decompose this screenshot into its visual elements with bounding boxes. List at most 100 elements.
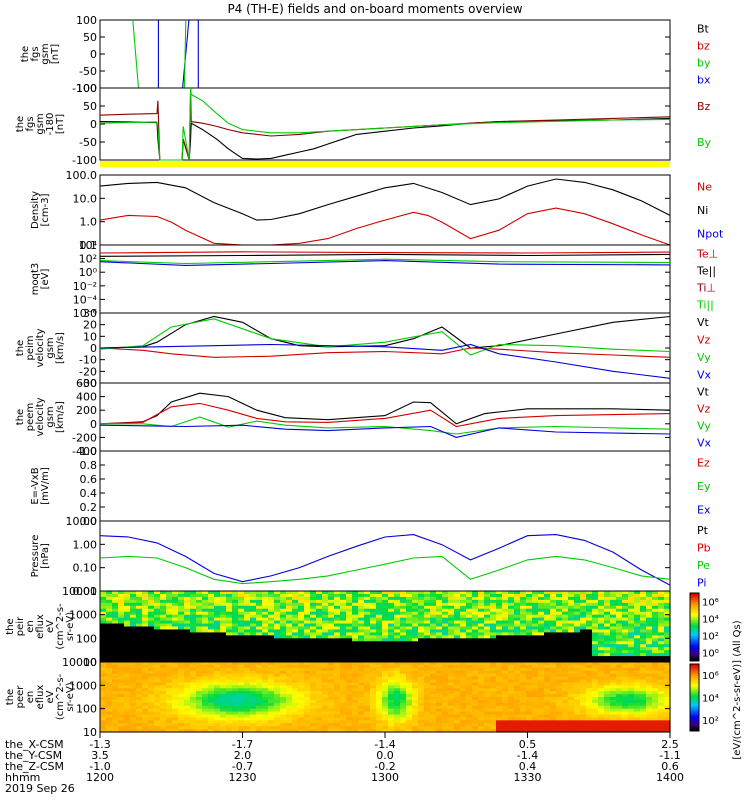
spectrogram-cell bbox=[292, 667, 299, 672]
spectrogram-cell bbox=[334, 667, 341, 672]
spectrogram-cell bbox=[514, 705, 521, 710]
spectrogram-cell bbox=[184, 682, 191, 686]
spectrogram-cell bbox=[574, 623, 581, 628]
spectrogram-cell bbox=[250, 608, 257, 613]
spectrogram-cell bbox=[628, 647, 635, 651]
spectrogram-cell bbox=[502, 682, 509, 686]
spectrogram-cell bbox=[244, 591, 251, 595]
spectrogram-cell bbox=[166, 670, 173, 675]
spectrogram-cell bbox=[298, 664, 305, 669]
colorbar-swatch bbox=[690, 637, 699, 640]
spectrogram-cell bbox=[520, 664, 527, 669]
spectrogram-cell bbox=[292, 702, 299, 707]
spectrogram-cell bbox=[412, 659, 419, 663]
y-axis-label-line: velocity bbox=[35, 397, 46, 436]
spectrogram-cell bbox=[418, 659, 425, 663]
spectrogram-cell bbox=[646, 635, 653, 639]
spectrogram-cell bbox=[154, 688, 161, 692]
spectrogram-cell bbox=[184, 602, 191, 607]
spectrogram-cell bbox=[598, 726, 605, 730]
spectrogram-cell bbox=[274, 708, 281, 713]
spectrogram-cell bbox=[466, 664, 473, 669]
spectrogram-cell bbox=[400, 662, 407, 666]
spectrogram-cell bbox=[604, 608, 611, 613]
spectrogram-cell bbox=[424, 720, 431, 724]
spectrogram-cell bbox=[154, 682, 161, 686]
x-axis-row-value: -0.2 bbox=[374, 760, 395, 773]
spectrogram-cell bbox=[460, 714, 467, 719]
spectrogram-cell bbox=[118, 605, 125, 610]
spectrogram-cell bbox=[406, 682, 413, 686]
spectrogram-cell bbox=[508, 664, 515, 669]
spectrogram-cell bbox=[658, 593, 665, 598]
spectrogram-cell bbox=[430, 623, 437, 628]
spectrogram-cell bbox=[622, 647, 629, 651]
spectrogram-cell bbox=[436, 638, 443, 642]
spectrogram-cell bbox=[208, 629, 215, 634]
spectrogram-cell bbox=[166, 653, 173, 657]
spectrogram-cell bbox=[316, 679, 323, 684]
spectrogram-cell bbox=[592, 632, 599, 636]
spectrogram-cell bbox=[448, 614, 455, 619]
spectrogram-cell bbox=[322, 599, 329, 604]
spectrogram-cell bbox=[274, 670, 281, 675]
colorbar-swatch bbox=[690, 667, 699, 670]
spectrogram-cell bbox=[238, 623, 245, 628]
spectrogram-cell bbox=[364, 688, 371, 692]
x-axis-row-value: 0.0 bbox=[376, 749, 394, 762]
spectrogram-cell bbox=[412, 685, 419, 689]
spectrogram-cell bbox=[364, 591, 371, 595]
spectrogram-cell bbox=[646, 641, 653, 645]
spectrogram-cell bbox=[244, 726, 251, 730]
spectrogram-cell bbox=[496, 620, 503, 625]
spectrogram-cell bbox=[622, 691, 629, 695]
spectrogram-cell bbox=[526, 720, 533, 724]
spectrogram-cell bbox=[100, 620, 107, 625]
spectrogram-cell bbox=[478, 714, 485, 719]
spectrogram-cell bbox=[250, 653, 257, 657]
spectrogram-cell bbox=[124, 685, 131, 689]
spectrogram-cell bbox=[514, 729, 521, 733]
spectrogram-cell bbox=[568, 656, 575, 660]
spectrogram-cell bbox=[226, 638, 233, 642]
spectrogram-cell bbox=[478, 641, 485, 645]
spectrogram-cell bbox=[472, 659, 479, 663]
y-axis-label-line: peim bbox=[25, 335, 36, 360]
colorbar-swatch bbox=[690, 679, 699, 682]
colorbar-swatch bbox=[690, 621, 699, 625]
spectrogram-cell bbox=[352, 697, 359, 701]
spectrogram-cell bbox=[256, 717, 263, 721]
spectrogram-cell bbox=[442, 697, 449, 701]
spectrogram-cell bbox=[412, 653, 419, 657]
spectrogram-cell bbox=[226, 708, 233, 713]
spectrogram-cell bbox=[538, 591, 545, 595]
spectrogram-cell bbox=[340, 653, 347, 657]
spectrogram-cell bbox=[472, 620, 479, 625]
spectrogram-cell bbox=[220, 673, 227, 678]
spectrogram-cell bbox=[574, 653, 581, 657]
spectrogram-cell bbox=[550, 662, 557, 666]
spectrogram-cell bbox=[292, 638, 299, 642]
spectrogram-cell bbox=[124, 644, 131, 648]
spectrogram-cell bbox=[472, 717, 479, 721]
spectrogram-cell bbox=[538, 596, 545, 601]
spectrogram-cell bbox=[124, 593, 131, 598]
spectrogram-cell bbox=[610, 635, 617, 639]
y-tick-label: 0.01 bbox=[73, 585, 98, 598]
spectrogram-cell bbox=[418, 711, 425, 716]
spectrogram-cell bbox=[316, 644, 323, 648]
spectrogram-cell bbox=[370, 699, 377, 704]
spectrogram-cell bbox=[118, 647, 125, 651]
spectrogram-cell bbox=[322, 714, 329, 719]
spectrogram-cell bbox=[382, 682, 389, 686]
spectrogram-cell bbox=[328, 705, 335, 710]
spectrogram-cell bbox=[280, 647, 287, 651]
spectrogram-cell bbox=[280, 617, 287, 622]
spectrogram-cell bbox=[286, 694, 293, 698]
spectrogram-cell bbox=[604, 697, 611, 701]
spectrogram-cell bbox=[652, 679, 659, 684]
spectrogram-cell bbox=[154, 729, 161, 733]
spectrogram-cell bbox=[118, 667, 125, 672]
spectrogram-cell bbox=[292, 723, 299, 727]
spectrogram-cell bbox=[262, 635, 269, 639]
